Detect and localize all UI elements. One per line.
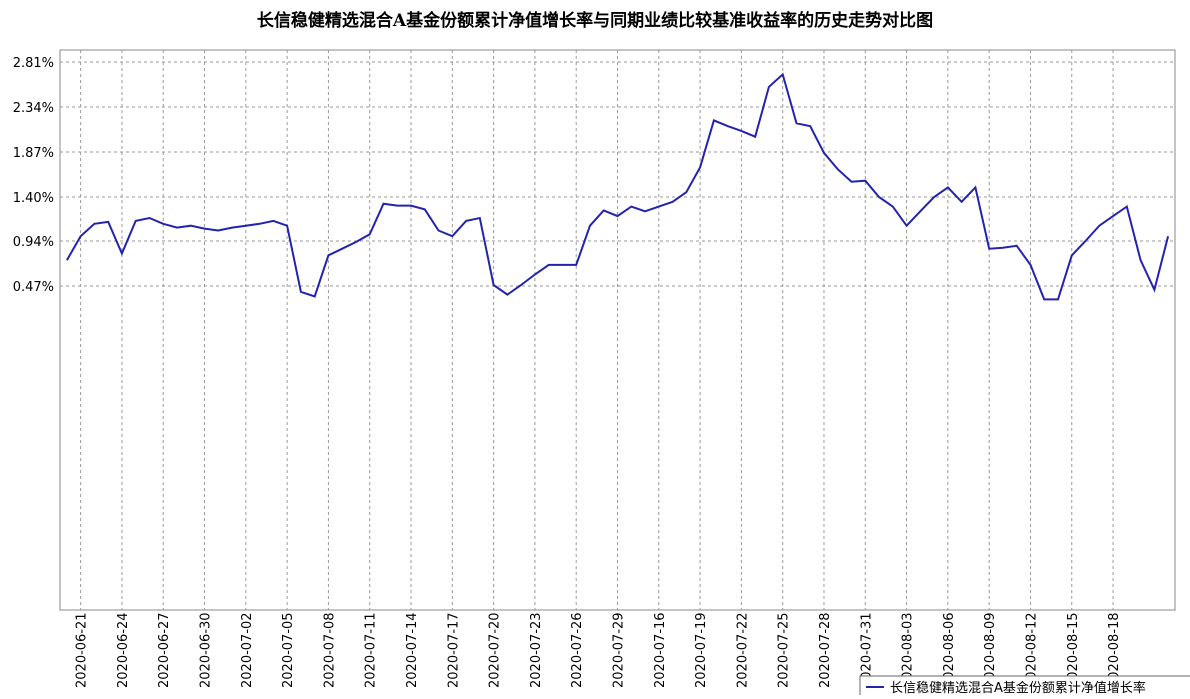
x-tick-label: 2020-07-16: [653, 612, 668, 688]
y-tick-label: 1.87%: [13, 146, 54, 161]
y-tick-label: 2.34%: [13, 101, 54, 116]
x-tick-label: 2020-07-17: [446, 612, 461, 688]
x-tick-label: 2020-07-28: [818, 612, 833, 688]
x-tick-label: 2020-07-05: [281, 612, 296, 688]
x-tick-label: 2020-07-26: [570, 612, 585, 688]
x-tick-label: 2020-06-24: [116, 612, 131, 688]
series-line: [67, 74, 1168, 299]
x-tick-label: 2020-07-23: [529, 612, 544, 688]
legend-label: 长信稳健精选混合A基金份额累计净值增长率: [890, 680, 1146, 695]
x-tick-label: 2020-06-27: [157, 612, 172, 688]
x-tick-label: 2020-06-21: [75, 612, 90, 688]
chart-title: 长信稳健精选混合A基金份额累计净值增长率与同期业绩比较基准收益率的历史走势对比图: [257, 10, 933, 31]
legend: 长信稳健精选混合A基金份额累计净值增长率: [860, 676, 1190, 695]
y-tick-label: 2.81%: [13, 56, 54, 71]
x-tick-label: 2020-07-19: [694, 612, 709, 688]
page: {"chart_data": {"type": "line", "title":…: [0, 0, 1190, 695]
x-tick-label: 2020-07-11: [364, 612, 379, 688]
x-tick-label: 2020-07-22: [735, 612, 750, 688]
x-tick-label: 2020-07-25: [777, 612, 792, 688]
y-tick-label: 0.94%: [13, 235, 54, 250]
x-tick-label: 2020-07-20: [488, 612, 503, 688]
x-tick-label: 2020-07-08: [322, 612, 337, 688]
y-tick-label: 1.40%: [13, 191, 54, 206]
x-tick-label: 2020-06-30: [199, 612, 214, 688]
chart: 长信稳健精选混合A基金份额累计净值增长率与同期业绩比较基准收益率的历史走势对比图…: [0, 0, 1190, 695]
x-tick-label: 2020-07-29: [612, 612, 627, 688]
x-tick-label: 2020-07-14: [405, 612, 420, 688]
x-tick-label: 2020-07-02: [240, 612, 255, 688]
y-tick-label: 0.47%: [13, 280, 54, 295]
